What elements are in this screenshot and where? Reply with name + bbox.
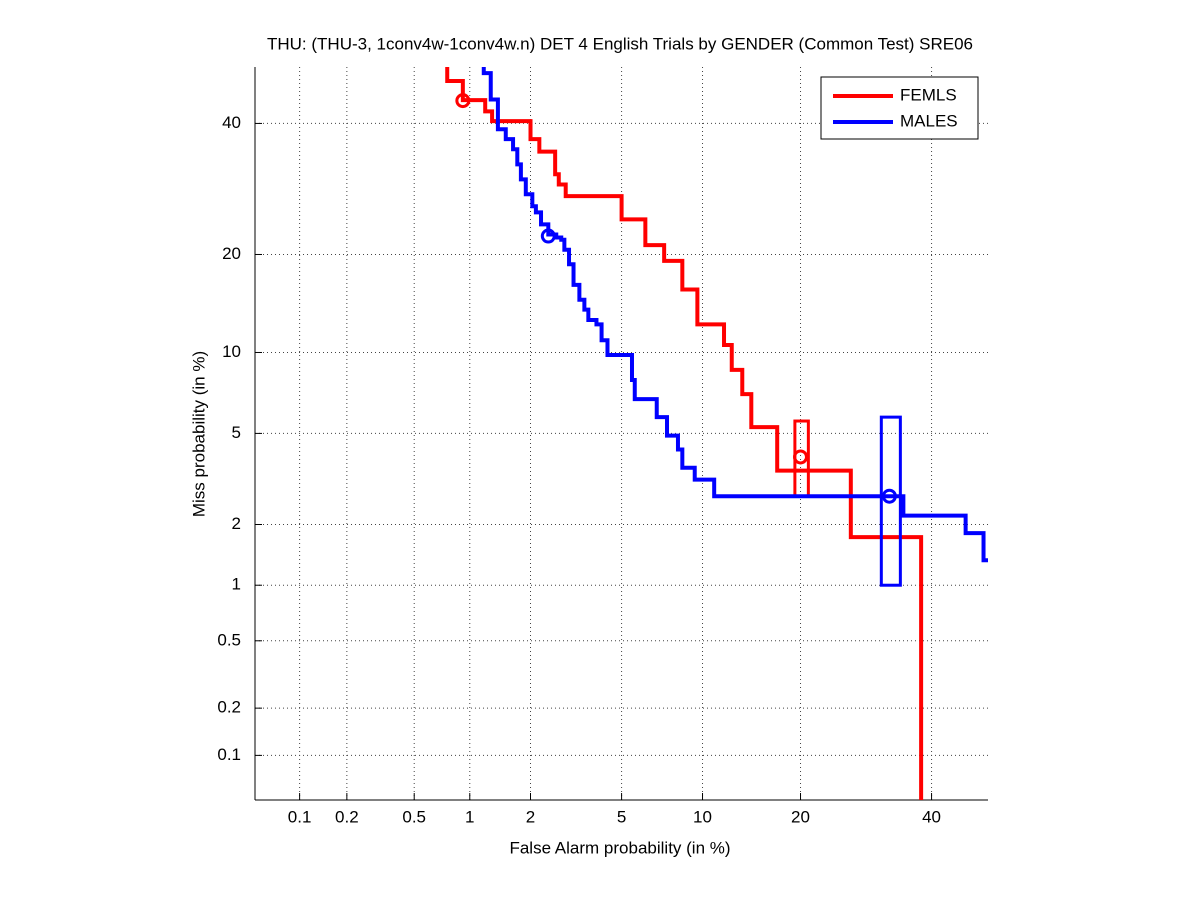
x-tick-label: 10 <box>693 807 712 826</box>
y-tick-label: 0.2 <box>217 698 241 717</box>
operating-point <box>793 449 809 465</box>
y-tick-label: 0.1 <box>217 745 241 764</box>
x-tick-label: 2 <box>526 807 535 826</box>
det-curve <box>445 67 924 800</box>
confidence-box <box>879 415 902 587</box>
x-tick-label: 5 <box>617 807 626 826</box>
legend-label: MALES <box>900 111 958 130</box>
legend-box <box>820 76 979 140</box>
y-tick-label: 1 <box>232 575 241 594</box>
x-tick-label: 0.2 <box>335 807 359 826</box>
operating-point <box>455 93 471 109</box>
x-tick-label: 40 <box>922 807 941 826</box>
y-tick-label: 10 <box>222 342 241 361</box>
x-tick-label: 20 <box>791 807 810 826</box>
y-axis-label: Miss probability (in %) <box>189 351 208 517</box>
y-tick-label: 20 <box>222 244 241 263</box>
det-curve <box>481 67 988 563</box>
legend-label: FEMLS <box>900 85 957 104</box>
operating-point <box>881 488 897 504</box>
y-tick-label: 2 <box>232 514 241 533</box>
y-tick-label: 40 <box>222 113 241 132</box>
x-tick-label: 0.5 <box>402 807 426 826</box>
y-tick-label: 0.5 <box>217 630 241 649</box>
operating-point <box>540 228 556 244</box>
x-axis-label: False Alarm probability (in %) <box>509 838 730 857</box>
x-tick-label: 0.1 <box>288 807 312 826</box>
y-tick-label: 5 <box>232 423 241 442</box>
x-tick-label: 1 <box>465 807 474 826</box>
chart-title: THU: (THU-3, 1conv4w-1conv4w.n) DET 4 En… <box>267 34 973 53</box>
